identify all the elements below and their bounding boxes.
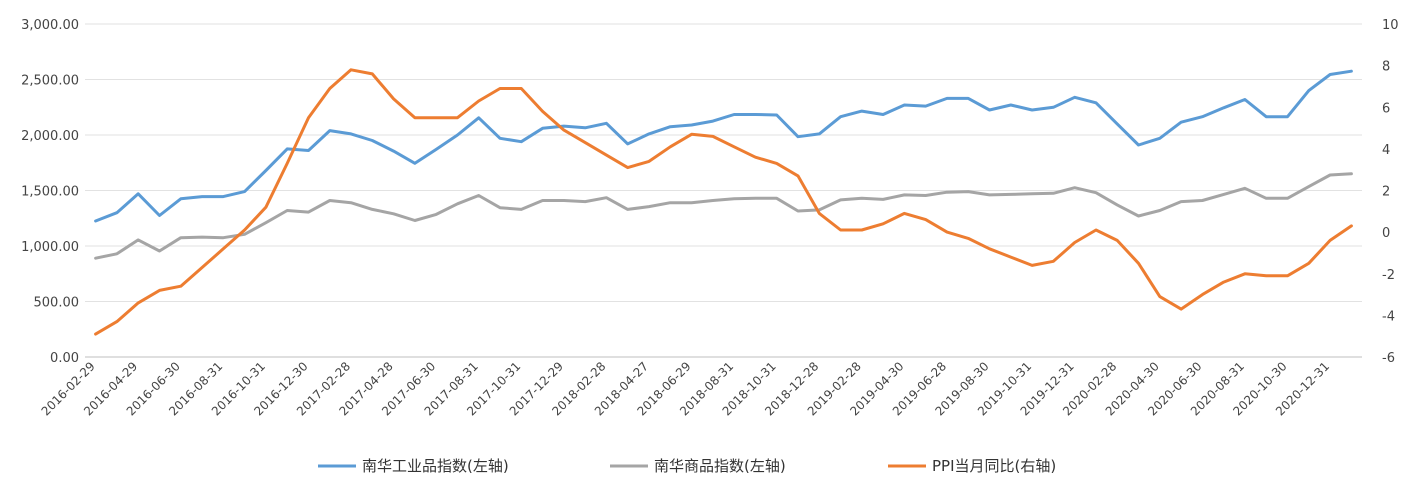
legend-label-2: PPI当月同比(右轴) <box>932 457 1056 475</box>
series-line-1 <box>94 172 1353 260</box>
right-tick-label: -6 <box>1382 351 1395 366</box>
left-tick-label: 3,000.00 <box>21 18 79 33</box>
right-tick-label: 10 <box>1382 18 1399 33</box>
right-tick-label: -2 <box>1382 268 1395 283</box>
series-lines <box>94 68 1353 336</box>
legend-label-1: 南华商品指数(左轴) <box>654 457 786 475</box>
series-line-2 <box>94 68 1353 336</box>
left-tick-label: 0.00 <box>50 351 79 366</box>
right-tick-label: -4 <box>1382 309 1395 324</box>
right-tick-label: 6 <box>1382 101 1390 116</box>
right-tick-label: 4 <box>1382 143 1390 158</box>
legend-label-0: 南华工业品指数(左轴) <box>362 457 509 475</box>
legend: 南华工业品指数(左轴) 南华商品指数(左轴) PPI当月同比(右轴) <box>318 457 1056 475</box>
left-tick-label: 1,000.00 <box>21 240 79 255</box>
left-tick-label: 2,500.00 <box>21 74 79 89</box>
left-tick-label: 1,500.00 <box>21 185 79 200</box>
right-tick-label: 2 <box>1382 185 1390 200</box>
gridlines <box>85 23 1362 358</box>
left-tick-label: 500.00 <box>34 296 80 311</box>
right-axis: -6 -4 -2 0 2 4 6 8 10 <box>1382 18 1399 366</box>
left-tick-label: 2,000.00 <box>21 129 79 144</box>
right-tick-label: 0 <box>1382 226 1390 241</box>
x-axis: 2016-02-292016-04-292016-06-302016-08-31… <box>39 356 1362 418</box>
right-tick-label: 8 <box>1382 60 1390 75</box>
left-axis: 0.00 500.00 1,000.00 1,500.00 2,000.00 2,500.… <box>21 18 79 366</box>
series-line-0 <box>94 69 1353 223</box>
